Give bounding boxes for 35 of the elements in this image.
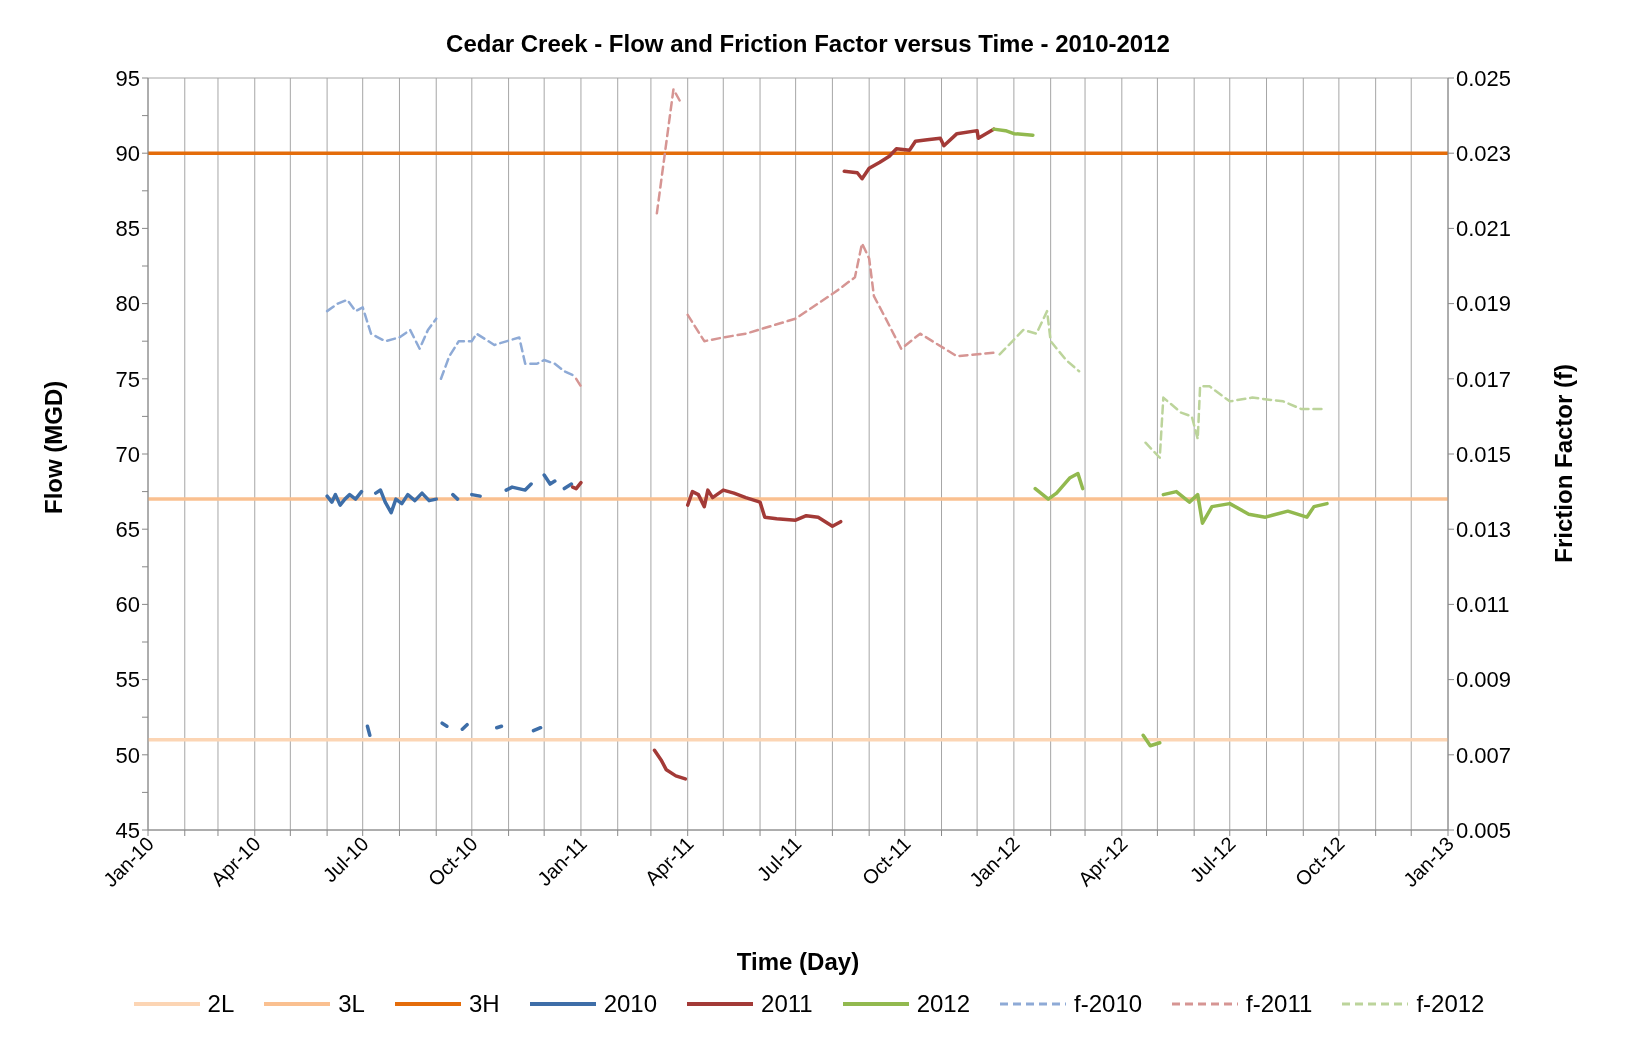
legend-label: 3L — [338, 990, 365, 1018]
y2-tick-label: 0.005 — [1456, 817, 1512, 843]
y-tick-label: 95 — [115, 65, 140, 91]
y-tick-label: 75 — [115, 366, 140, 392]
y2-tick-label: 0.019 — [1456, 291, 1512, 317]
y2-axis-title: Friction Factor (f) — [1549, 364, 1577, 563]
y2-tick-label: 0.021 — [1456, 216, 1512, 242]
legend-label: f-2011 — [1246, 990, 1313, 1018]
y-tick-label: 85 — [115, 216, 140, 242]
legend-label: f-2012 — [1416, 990, 1485, 1018]
chart-title: Cedar Creek - Flow and Friction Factor versus Time - 2010-2012 — [445, 29, 1171, 58]
x-axis-title: Time (Day) — [736, 948, 860, 975]
legend-label: f-2010 — [1074, 990, 1143, 1018]
legend-label: 2011 — [761, 990, 813, 1018]
y-tick-label: 90 — [115, 141, 140, 167]
legend-label: 2012 — [916, 990, 971, 1018]
y-tick-label: 65 — [115, 517, 140, 543]
y2-tick-label: 0.017 — [1456, 366, 1512, 392]
y2-tick-label: 0.015 — [1456, 441, 1512, 467]
y-tick-label: 70 — [115, 441, 140, 467]
y2-tick-label: 0.009 — [1456, 667, 1512, 693]
legend-label: 3H — [468, 990, 500, 1018]
legend-label: 2L — [207, 990, 235, 1018]
y-tick-label: 60 — [115, 592, 140, 618]
y-tick-label: 45 — [115, 817, 140, 843]
legend-label: 2010 — [603, 990, 658, 1018]
y2-tick-label: 0.025 — [1456, 65, 1512, 91]
y-axis-title: Flow (MGD) — [39, 380, 67, 514]
y-tick-label: 50 — [115, 742, 140, 768]
y2-tick-label: 0.013 — [1456, 517, 1512, 543]
y-tick-label: 80 — [115, 291, 140, 317]
y2-tick-label: 0.023 — [1456, 141, 1512, 167]
y-tick-label: 55 — [115, 667, 140, 693]
y2-tick-label: 0.011 — [1456, 592, 1510, 618]
y2-tick-label: 0.007 — [1456, 742, 1512, 768]
